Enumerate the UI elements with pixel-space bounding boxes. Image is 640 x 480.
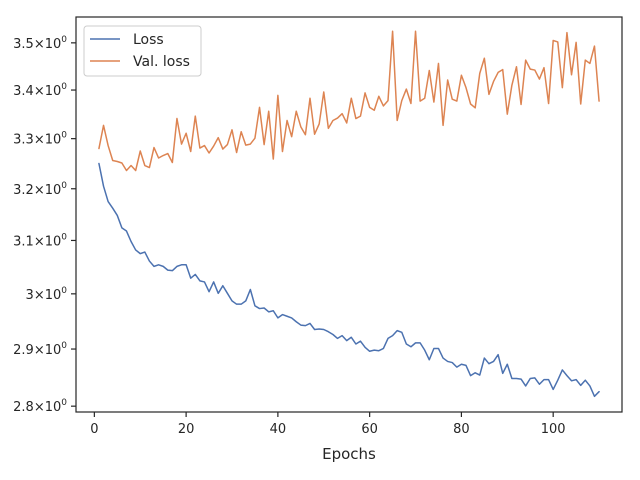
y-tick-label: 3.1×100: [13, 232, 67, 249]
y-tick-mantissa: 2.8×: [13, 400, 45, 415]
y-tick-label: 3×100: [26, 286, 68, 303]
y-axis: 2.8×1002.9×1003×1003.1×1003.2×1003.3×100…: [13, 35, 76, 415]
y-tick-mantissa: 2.9×: [13, 343, 45, 358]
y-tick-exponent: 0: [61, 82, 67, 92]
y-tick-label: 2.8×100: [13, 398, 67, 415]
y-tick-base: 10: [45, 343, 62, 358]
y-tick-exponent: 0: [61, 341, 67, 351]
x-axis: 0 20 40 60 80 100: [90, 412, 566, 437]
y-tick-base: 10: [45, 37, 62, 52]
y-tick-base: 10: [45, 183, 62, 198]
x-axis-title: Epochs: [322, 445, 376, 463]
y-tick-base: 10: [45, 84, 62, 99]
y-tick-base: 10: [45, 133, 62, 148]
y-tick-mantissa: 3.1×: [13, 234, 45, 249]
legend: Loss Val. loss: [83, 25, 202, 77]
y-tick-mantissa: 3×: [26, 288, 45, 303]
series-line-val-loss: [98, 30, 600, 172]
legend-label: Val. loss: [133, 54, 190, 70]
y-tick-mantissa: 3.3×: [13, 133, 45, 148]
legend-label: Loss: [133, 32, 164, 48]
series-layer: [98, 30, 600, 398]
y-tick-exponent: 0: [61, 232, 67, 242]
x-tick-label: 60: [361, 422, 378, 437]
y-tick-exponent: 0: [61, 398, 67, 408]
x-tick-label: 80: [453, 422, 470, 437]
y-tick-base: 10: [45, 400, 62, 415]
y-tick-mantissa: 3.5×: [13, 37, 45, 52]
y-tick-label: 3.5×100: [13, 35, 67, 52]
x-tick-label: 100: [541, 422, 566, 437]
series-line-loss: [98, 162, 600, 398]
y-tick-mantissa: 3.4×: [13, 84, 45, 99]
x-tick-label: 0: [90, 422, 98, 437]
plot-area: [75, 16, 623, 413]
y-tick-label: 3.2×100: [13, 181, 67, 198]
y-tick-exponent: 0: [61, 286, 67, 296]
y-tick-label: 3.3×100: [13, 131, 67, 148]
y-tick-exponent: 0: [61, 181, 67, 191]
y-tick-base: 10: [45, 234, 62, 249]
y-tick-label: 2.9×100: [13, 341, 67, 358]
y-tick-exponent: 0: [61, 131, 67, 141]
x-tick-label: 40: [270, 422, 287, 437]
x-tick-label: 20: [178, 422, 195, 437]
y-tick-base: 10: [45, 288, 62, 303]
y-tick-mantissa: 3.2×: [13, 183, 45, 198]
y-tick-label: 3.4×100: [13, 82, 67, 99]
y-tick-exponent: 0: [61, 35, 67, 45]
plot-frame: [75, 16, 623, 413]
